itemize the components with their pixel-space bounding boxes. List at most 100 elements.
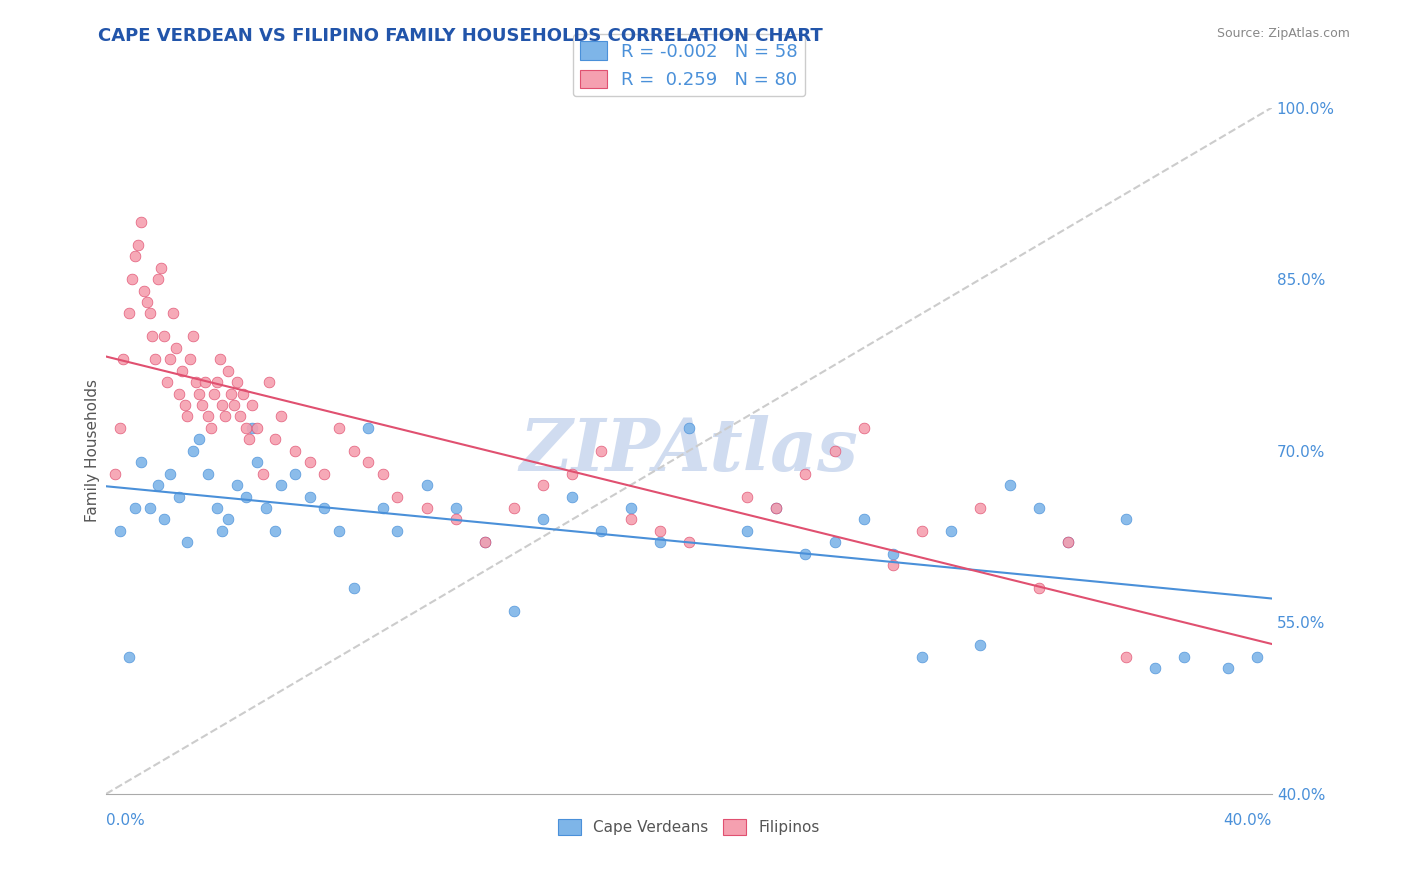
Point (648, 524, 671, 538)
Point (824, 535, 846, 549)
Point (270, 409, 292, 424)
Point (110, 421, 132, 435)
Point (191, 398, 214, 412)
Point (188, 433, 211, 447)
Point (232, 386, 254, 401)
Point (176, 409, 198, 424)
Point (794, 467, 817, 481)
Point (229, 409, 252, 424)
Point (357, 455, 380, 469)
Point (284, 443, 307, 458)
Point (444, 512, 467, 526)
Point (882, 547, 904, 561)
Point (112, 352, 135, 367)
Point (254, 500, 277, 515)
Point (298, 455, 321, 469)
Point (138, 306, 160, 320)
Point (194, 375, 217, 389)
Point (197, 467, 219, 481)
Point (240, 421, 263, 435)
Point (1056, 535, 1078, 549)
Point (941, 524, 963, 538)
Point (648, 535, 671, 549)
Text: CAPE VERDEAN VS FILIPINO FAMILY HOUSEHOLDS CORRELATION CHART: CAPE VERDEAN VS FILIPINO FAMILY HOUSEHOL… (98, 27, 823, 45)
Point (1115, 649, 1137, 664)
Point (238, 433, 260, 447)
Point (148, 478, 170, 492)
Point (998, 478, 1021, 492)
Point (150, 260, 173, 275)
Point (911, 649, 934, 664)
Point (132, 284, 155, 298)
Point (503, 500, 526, 515)
Point (240, 398, 263, 412)
Point (911, 524, 934, 538)
Point (129, 455, 152, 469)
Point (591, 443, 613, 458)
Point (181, 443, 204, 458)
Point (678, 535, 700, 549)
Point (882, 558, 904, 573)
Point (208, 352, 231, 367)
Point (531, 478, 554, 492)
Point (176, 535, 198, 549)
Point (735, 524, 758, 538)
Point (264, 524, 287, 538)
Point (214, 409, 236, 424)
Point (328, 421, 350, 435)
Point (202, 386, 225, 401)
Point (503, 604, 526, 618)
Point (211, 398, 233, 412)
Point (211, 524, 233, 538)
Point (969, 500, 991, 515)
Point (181, 329, 204, 343)
Point (284, 467, 307, 481)
Point (226, 375, 249, 389)
Point (124, 249, 146, 263)
Point (205, 500, 228, 515)
Point (246, 455, 269, 469)
Point (264, 433, 287, 447)
Point (138, 500, 160, 515)
Point (314, 500, 336, 515)
Point (127, 237, 149, 252)
Point (226, 478, 249, 492)
Point (173, 398, 195, 412)
Point (104, 467, 127, 481)
Text: 0.0%: 0.0% (105, 813, 145, 828)
Point (270, 478, 292, 492)
Point (118, 649, 141, 664)
Point (141, 329, 163, 343)
Text: 40.0%: 40.0% (1223, 813, 1272, 828)
Legend: Cape Verdeans, Filipinos: Cape Verdeans, Filipinos (551, 814, 827, 841)
Point (170, 364, 193, 378)
Point (159, 467, 181, 481)
Point (124, 500, 146, 515)
Point (824, 443, 846, 458)
Point (298, 490, 321, 504)
Point (1246, 649, 1268, 664)
Point (153, 512, 176, 526)
Point (186, 375, 208, 389)
Point (110, 524, 132, 538)
Point (179, 352, 201, 367)
Point (1056, 535, 1078, 549)
Point (217, 364, 239, 378)
Point (735, 490, 758, 504)
Point (314, 467, 336, 481)
Point (765, 500, 787, 515)
Point (387, 524, 409, 538)
Point (343, 581, 366, 595)
Point (765, 500, 787, 515)
Point (224, 398, 246, 412)
Point (167, 490, 190, 504)
Point (167, 386, 190, 401)
Point (1028, 581, 1050, 595)
Point (197, 409, 219, 424)
Point (619, 512, 641, 526)
Point (328, 524, 350, 538)
Point (444, 500, 467, 515)
Point (145, 352, 167, 367)
Point (257, 375, 280, 389)
Point (1028, 500, 1050, 515)
